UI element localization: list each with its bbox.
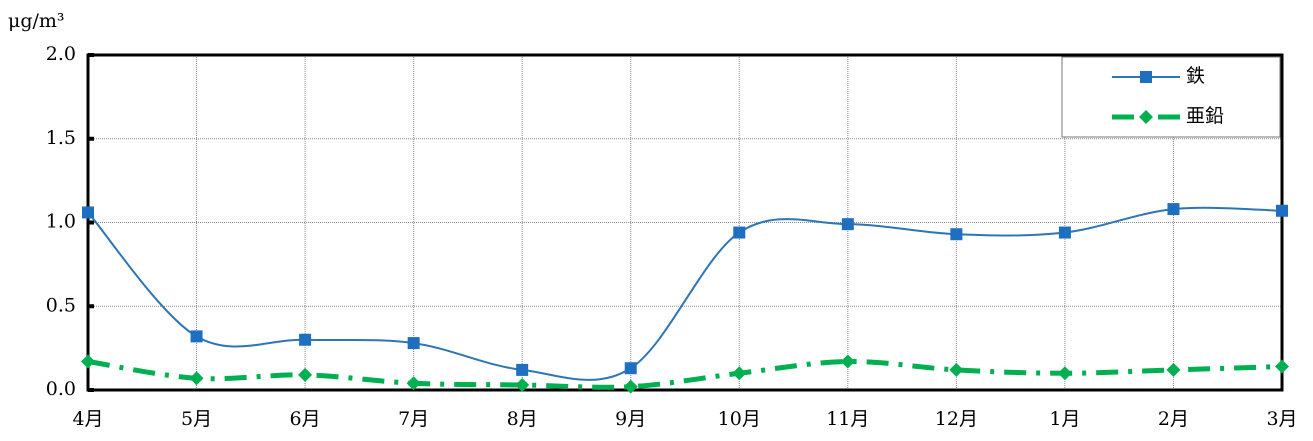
- y-tick-label: 1.5: [46, 127, 76, 149]
- x-tick-label: 5月: [181, 408, 212, 430]
- marker: [1166, 362, 1181, 377]
- x-tick-label: 4月: [72, 408, 103, 430]
- marker: [190, 330, 203, 343]
- legend-box: [1061, 56, 1281, 138]
- series-line: [87, 359, 1283, 390]
- marker: [516, 363, 529, 376]
- marker: [1167, 203, 1180, 216]
- marker: [1276, 204, 1288, 217]
- x-tick-label: 9月: [615, 408, 646, 430]
- marker: [623, 379, 638, 394]
- marker: [733, 226, 746, 239]
- legend-marker: [1139, 110, 1153, 124]
- marker: [840, 354, 855, 369]
- x-tick-label: 7月: [398, 408, 429, 430]
- marker: [515, 377, 530, 392]
- marker: [624, 362, 637, 375]
- x-tick-label: 1月: [1049, 408, 1080, 430]
- marker: [1057, 366, 1072, 381]
- x-tick-label: 10月: [718, 408, 761, 430]
- legend-label: 亜鉛: [1186, 105, 1224, 127]
- marker: [841, 218, 854, 231]
- y-tick-label: 1.0: [46, 211, 76, 233]
- x-tick-label: 12月: [935, 408, 978, 430]
- legend-label: 鉄: [1186, 65, 1205, 87]
- y-tick-label: 0.5: [46, 294, 76, 316]
- x-tick-label: 8月: [507, 408, 538, 430]
- y-axis-label: μg/m³: [8, 10, 65, 32]
- series-line: [87, 206, 1283, 381]
- plot-border: [86, 53, 1284, 392]
- marker: [950, 228, 963, 241]
- marker: [949, 362, 964, 377]
- legend-marker: [1140, 71, 1152, 83]
- x-tick-label: 2月: [1158, 408, 1189, 430]
- marker: [407, 337, 420, 350]
- marker: [299, 333, 312, 346]
- marker: [1275, 359, 1289, 374]
- y-tick-label: 2.0: [46, 43, 76, 65]
- y-tick-label: 0.0: [46, 378, 76, 400]
- marker: [189, 371, 204, 386]
- marker: [1058, 226, 1071, 239]
- marker: [82, 206, 94, 219]
- x-tick-label: 11月: [826, 408, 869, 430]
- marker: [732, 366, 747, 381]
- x-tick-label: 3月: [1266, 408, 1297, 430]
- x-tick-label: 6月: [290, 408, 321, 430]
- marker: [298, 367, 313, 382]
- marker: [406, 376, 421, 391]
- marker: [81, 354, 95, 369]
